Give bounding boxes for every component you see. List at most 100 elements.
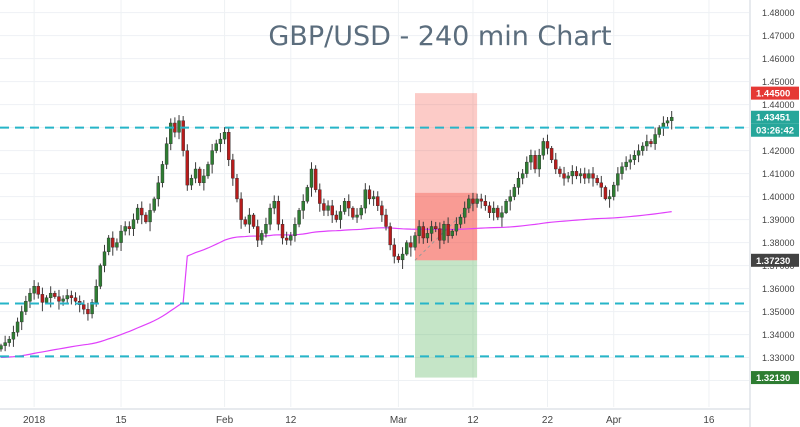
candle-body <box>334 214 339 220</box>
y-tick-label: 1.44000 <box>762 100 795 110</box>
candle-body <box>599 182 603 188</box>
candle-body <box>264 223 268 234</box>
countdown-bg <box>751 123 799 137</box>
candle-body <box>289 235 293 241</box>
candle-body <box>508 196 512 202</box>
candle-body <box>359 207 363 216</box>
candle-body <box>86 309 90 315</box>
candle-body <box>280 223 285 239</box>
candle-body <box>111 237 115 248</box>
candle-body <box>525 161 529 174</box>
candle-body <box>554 159 558 170</box>
candle-body <box>429 226 434 234</box>
candle-body <box>409 242 413 248</box>
candle-body <box>61 298 65 302</box>
candle-body <box>260 233 264 241</box>
candle-body <box>148 210 152 223</box>
candle-body <box>28 292 32 302</box>
price-label: 1.37230 <box>756 256 790 267</box>
candle-body <box>583 173 587 179</box>
price-label: 1.43451 <box>756 113 791 124</box>
candle-body <box>226 132 231 161</box>
candle-body <box>272 201 276 209</box>
candle-body <box>198 168 202 184</box>
price-label-bg <box>751 253 799 267</box>
candle-body <box>251 214 256 227</box>
candle-body <box>595 178 599 184</box>
candle-body <box>123 226 127 232</box>
candle-body <box>94 286 98 303</box>
candle-body <box>632 155 637 161</box>
candle-body <box>367 189 372 200</box>
x-tick-label: 2018 <box>23 415 46 426</box>
candle-body <box>355 214 359 218</box>
candle-body <box>156 182 161 200</box>
y-tick-label: 1.40000 <box>762 192 795 202</box>
x-tick-label: Mar <box>390 415 408 426</box>
candle-body <box>462 207 467 218</box>
candle-body <box>140 207 144 216</box>
candle-body <box>65 295 69 300</box>
y-tick-label: 1.36000 <box>762 284 795 294</box>
candle-body <box>214 143 218 151</box>
x-tick-label: Feb <box>216 415 234 426</box>
candle-body <box>450 230 454 236</box>
candle-body <box>210 150 214 165</box>
target-zone <box>415 93 478 261</box>
candle-body <box>516 178 521 188</box>
candle-body <box>48 292 53 298</box>
candle-body <box>206 164 210 177</box>
candle-body <box>218 138 223 144</box>
candle-body <box>347 201 351 209</box>
candle-body <box>384 214 388 227</box>
horizontal-levels <box>0 126 749 358</box>
candle-body <box>3 342 7 346</box>
candle-body <box>127 226 132 229</box>
candle-body <box>562 173 566 179</box>
candle-body <box>338 211 343 220</box>
countdown-label: 03:26:42 <box>756 126 794 137</box>
candle-body <box>181 120 185 151</box>
price-label-bg <box>751 110 799 124</box>
candle-body <box>284 237 289 241</box>
candle-body <box>620 166 624 174</box>
candle-body <box>239 198 243 220</box>
candle-body <box>454 223 459 232</box>
candle-body <box>376 196 380 206</box>
candle-body <box>202 175 206 184</box>
candle-body <box>487 205 492 213</box>
candle-body <box>351 207 355 218</box>
price-label: 1.32130 <box>756 373 790 384</box>
candle-body <box>82 304 86 310</box>
candle-body <box>185 150 190 186</box>
y-tick-label: 1.35000 <box>762 307 795 317</box>
price-label-bg <box>751 371 799 385</box>
candle-body <box>566 175 570 179</box>
candle-body <box>587 173 591 179</box>
y-tick-label: 1.33000 <box>762 353 795 363</box>
candle-body <box>438 228 442 241</box>
candle-body <box>533 155 537 170</box>
y-tick-label: 1.42000 <box>762 146 795 156</box>
candle-body <box>641 145 645 151</box>
position-zones <box>414 93 478 378</box>
candle-body <box>131 219 136 229</box>
candle-body <box>276 201 281 225</box>
x-tick-label: Apr <box>606 415 622 426</box>
candle-body <box>189 178 194 186</box>
candle-body <box>106 237 111 252</box>
candle-body <box>496 207 500 218</box>
candle-body <box>669 117 674 121</box>
candle-body <box>421 226 425 239</box>
candle-body <box>73 297 78 302</box>
candle-body <box>36 286 40 295</box>
candle-body <box>115 242 119 248</box>
candle-body <box>504 201 508 213</box>
candle-body <box>243 219 247 225</box>
candle-body <box>57 296 61 302</box>
candle-body <box>520 173 525 179</box>
stop-zone <box>415 260 478 378</box>
candle-body <box>442 223 446 241</box>
y-tick-label: 1.39000 <box>762 215 795 225</box>
